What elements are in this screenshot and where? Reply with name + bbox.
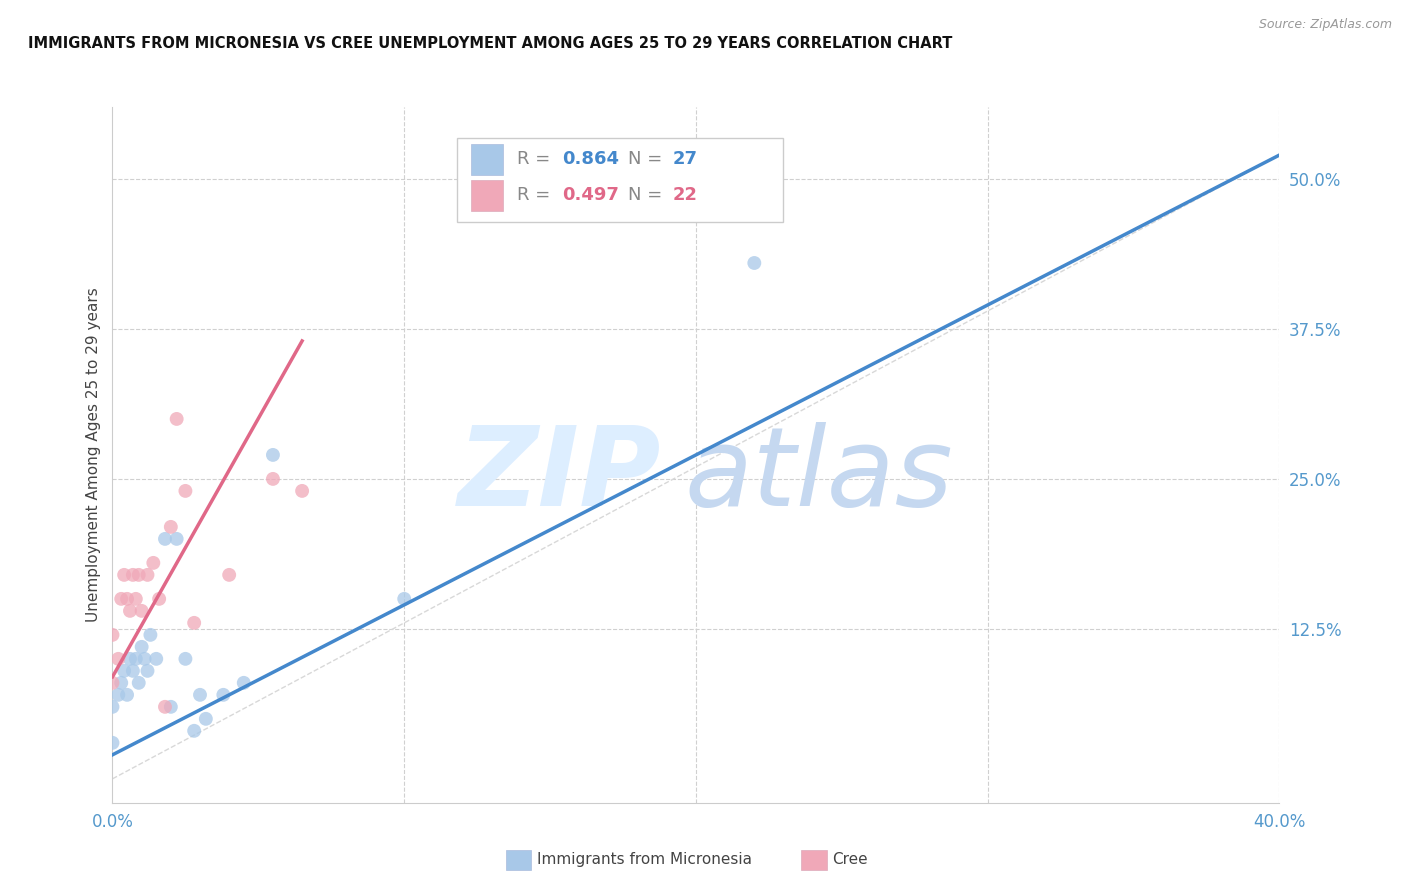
Text: 0.864: 0.864	[562, 150, 619, 169]
Point	[107, 688, 129, 702]
Text: N =: N =	[628, 186, 668, 204]
Point	[101, 699, 124, 714]
Point	[128, 676, 150, 690]
Point	[115, 591, 138, 606]
Text: Cree: Cree	[832, 853, 868, 867]
Point	[291, 483, 314, 498]
Text: atlas: atlas	[685, 422, 953, 529]
Point	[112, 664, 135, 678]
Point	[136, 664, 159, 678]
Point	[194, 712, 217, 726]
Point	[115, 688, 138, 702]
Point	[188, 688, 211, 702]
Point	[139, 628, 162, 642]
Point	[110, 591, 132, 606]
Point	[125, 591, 148, 606]
Point	[101, 676, 124, 690]
Point	[160, 699, 183, 714]
Point	[142, 556, 165, 570]
Point	[174, 483, 197, 498]
Point	[122, 664, 145, 678]
Text: Source: ZipAtlas.com: Source: ZipAtlas.com	[1258, 18, 1392, 31]
Text: N =: N =	[628, 150, 668, 169]
Point	[131, 640, 153, 654]
Point	[145, 652, 167, 666]
Point	[112, 567, 135, 582]
Point	[118, 604, 141, 618]
Point	[394, 591, 416, 606]
Point	[110, 676, 132, 690]
Bar	[471, 180, 503, 211]
Point	[153, 699, 176, 714]
Text: 0.497: 0.497	[562, 186, 619, 204]
Point	[122, 567, 145, 582]
Point	[262, 472, 284, 486]
FancyBboxPatch shape	[457, 138, 783, 222]
Text: IMMIGRANTS FROM MICRONESIA VS CREE UNEMPLOYMENT AMONG AGES 25 TO 29 YEARS CORREL: IMMIGRANTS FROM MICRONESIA VS CREE UNEMP…	[28, 36, 952, 51]
Point	[183, 723, 205, 738]
Text: Immigrants from Micronesia: Immigrants from Micronesia	[537, 853, 752, 867]
Point	[134, 652, 156, 666]
Point	[118, 652, 141, 666]
Point	[128, 567, 150, 582]
Point	[131, 604, 153, 618]
Point	[136, 567, 159, 582]
Point	[148, 591, 170, 606]
Point	[174, 652, 197, 666]
Point	[160, 520, 183, 534]
Point	[232, 676, 254, 690]
Point	[101, 736, 124, 750]
Point	[101, 628, 124, 642]
Point	[212, 688, 235, 702]
Text: 27: 27	[672, 150, 697, 169]
Point	[742, 256, 765, 270]
Point	[262, 448, 284, 462]
Point	[153, 532, 176, 546]
Point	[166, 532, 188, 546]
Text: ZIP: ZIP	[457, 422, 661, 529]
Text: R =: R =	[517, 150, 557, 169]
Point	[166, 412, 188, 426]
Y-axis label: Unemployment Among Ages 25 to 29 years: Unemployment Among Ages 25 to 29 years	[86, 287, 101, 623]
Point	[107, 652, 129, 666]
Point	[183, 615, 205, 630]
Text: 22: 22	[672, 186, 697, 204]
Text: R =: R =	[517, 186, 557, 204]
Point	[125, 652, 148, 666]
Point	[218, 567, 240, 582]
Bar	[471, 144, 503, 175]
